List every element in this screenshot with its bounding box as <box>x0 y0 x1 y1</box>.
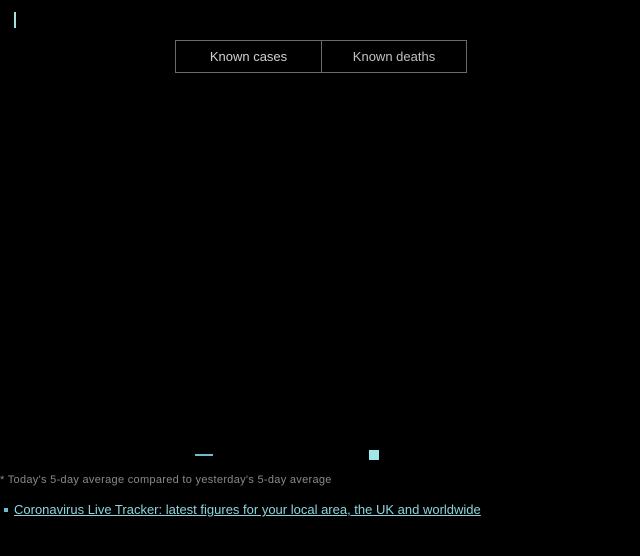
header-accent-bar <box>14 12 16 28</box>
live-tracker-link[interactable]: Coronavirus Live Tracker: latest figures… <box>14 502 481 517</box>
chart-area <box>0 80 640 450</box>
bullet-icon <box>4 508 8 512</box>
footnote-text: * Today's 5-day average compared to yest… <box>0 474 332 486</box>
legend-square-marker <box>369 450 379 460</box>
tab-group: Known cases Known deaths <box>175 40 467 73</box>
tab-known-cases[interactable]: Known cases <box>176 41 321 72</box>
link-row: Coronavirus Live Tracker: latest figures… <box>0 502 481 517</box>
legend <box>195 450 379 460</box>
legend-line-marker <box>195 454 213 456</box>
tab-known-deaths[interactable]: Known deaths <box>321 41 466 72</box>
